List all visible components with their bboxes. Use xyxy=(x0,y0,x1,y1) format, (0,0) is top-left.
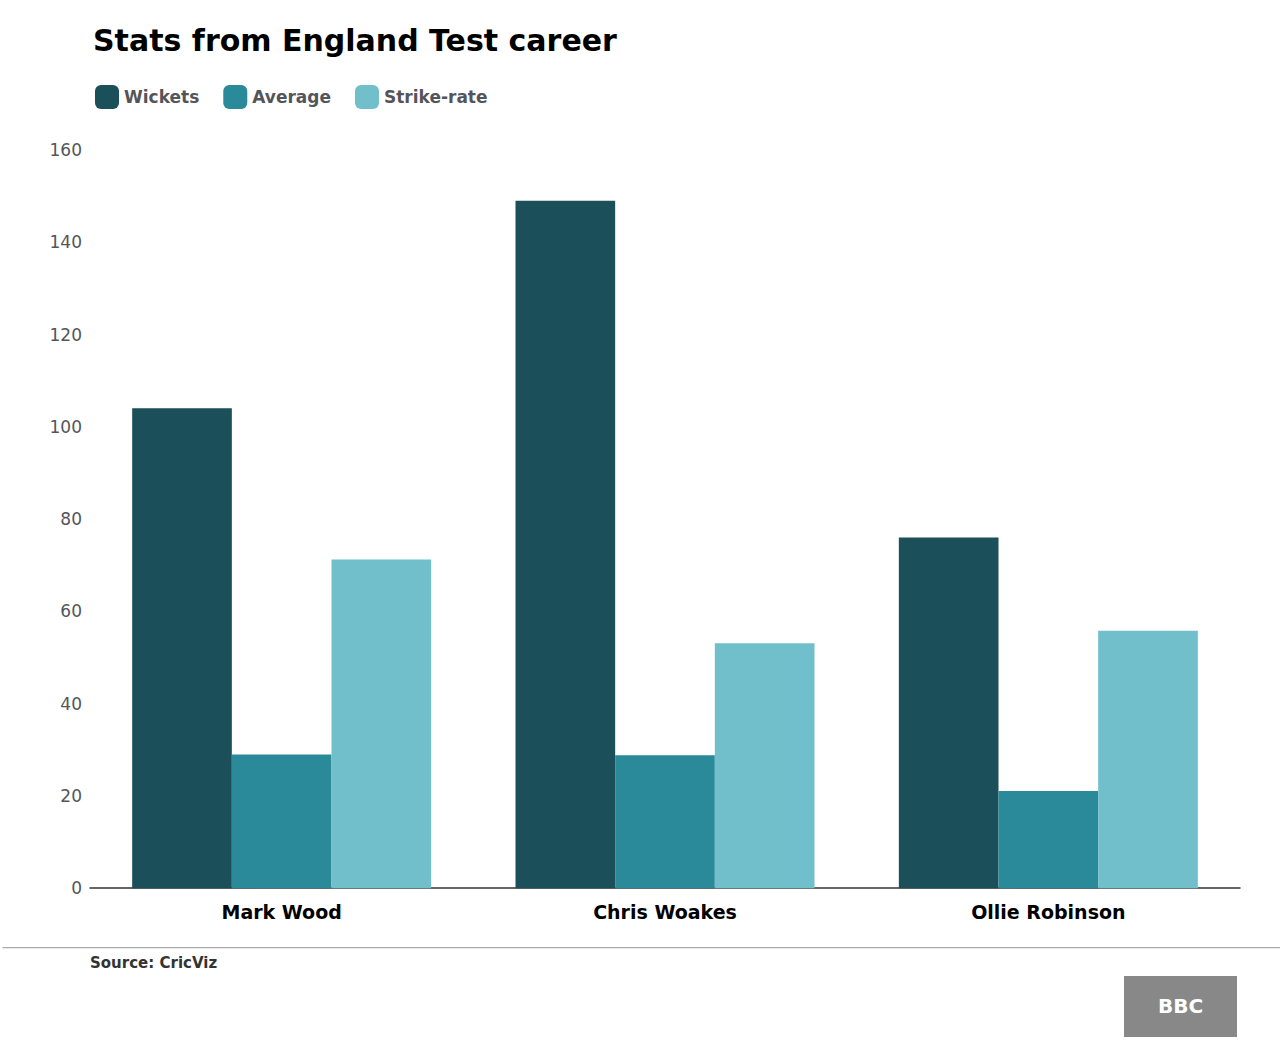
svg-text:Strike-rate: Strike-rate xyxy=(384,87,488,107)
svg-text:Source: CricViz: Source: CricViz xyxy=(90,954,217,972)
svg-text:20: 20 xyxy=(60,786,82,806)
svg-text:120: 120 xyxy=(50,325,82,345)
svg-text:80: 80 xyxy=(60,509,82,529)
svg-text:160: 160 xyxy=(50,140,82,160)
svg-text:Chris Woakes: Chris Woakes xyxy=(593,901,737,923)
svg-text:Wickets: Wickets xyxy=(124,87,199,107)
svg-text:100: 100 xyxy=(50,417,82,437)
svg-text:Average: Average xyxy=(252,87,331,107)
svg-text:140: 140 xyxy=(50,232,82,252)
svg-text:40: 40 xyxy=(60,694,82,714)
svg-text:Mark Wood: Mark Wood xyxy=(221,901,341,923)
svg-text:Ollie Robinson: Ollie Robinson xyxy=(971,901,1125,923)
svg-text:0: 0 xyxy=(71,878,82,898)
svg-text:60: 60 xyxy=(60,601,82,621)
svg-text:Stats from England Test career: Stats from England Test career xyxy=(93,23,617,58)
svg-text:BBC: BBC xyxy=(1158,994,1203,1018)
